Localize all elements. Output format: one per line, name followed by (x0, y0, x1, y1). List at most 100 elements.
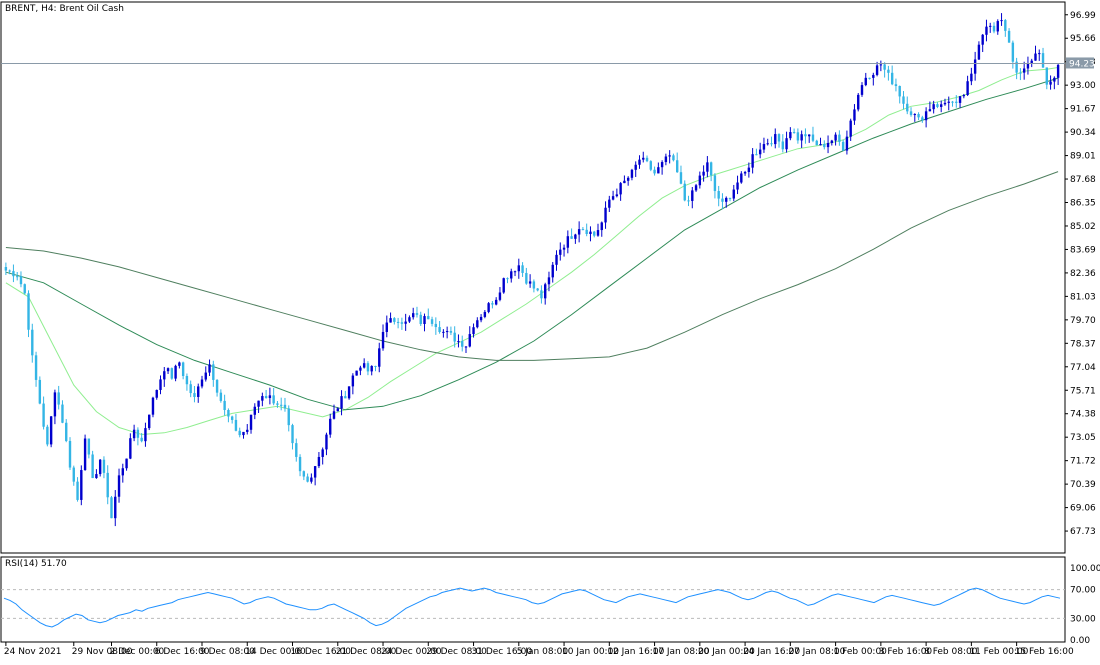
candle-body (340, 396, 343, 409)
candle-body (159, 379, 162, 390)
candle-body (174, 365, 177, 379)
candle-body (215, 379, 219, 393)
candle-body (453, 332, 456, 342)
candle-body (528, 281, 532, 284)
price-tick-label: 75.71 (1070, 386, 1096, 396)
candle-body (129, 438, 132, 459)
candle-body (370, 365, 373, 372)
candle-body (110, 497, 113, 519)
candle-body (604, 207, 607, 223)
candle-body (913, 114, 916, 116)
candle-body (841, 141, 845, 151)
candle-body (838, 134, 841, 142)
candle-body (102, 459, 106, 473)
candle-body (996, 21, 999, 32)
price-tick-label: 69.06 (1070, 504, 1096, 514)
candle-body (985, 26, 988, 35)
candle-body (747, 167, 751, 172)
candle-body (487, 303, 490, 312)
price-tick-label: 93.00 (1070, 81, 1096, 91)
candle-body (804, 134, 807, 137)
candle-body (1015, 61, 1018, 73)
price-tick-label: 70.39 (1070, 480, 1096, 490)
candle-body (513, 271, 517, 273)
candle-body (977, 44, 981, 60)
candle-body (902, 96, 905, 104)
price-tick-label: 89.01 (1070, 152, 1096, 162)
price-tick-label: 67.73 (1070, 527, 1096, 537)
candle-body (53, 392, 57, 417)
candle-body (287, 408, 290, 426)
candle-body (694, 185, 698, 191)
candle-body (136, 429, 140, 438)
candle-body (826, 143, 830, 148)
time-tick-label: 5 Jan 08:00 (517, 647, 569, 657)
candle-body (445, 331, 449, 333)
candle-body (898, 86, 901, 97)
candle-body (834, 134, 837, 141)
candle-body (166, 368, 170, 372)
candle-body (200, 379, 204, 387)
candle-body (219, 392, 223, 401)
candle-body (449, 331, 453, 333)
candle-body (362, 363, 366, 368)
candle-body (785, 138, 788, 150)
candle-body (962, 95, 966, 97)
price-tick-label: 87.68 (1070, 175, 1096, 185)
candle-body (19, 276, 23, 285)
candle-body (894, 84, 898, 87)
price-tick-label: 73.05 (1070, 433, 1096, 443)
candle-body (83, 438, 87, 471)
candle-body (344, 396, 347, 399)
candle-body (498, 292, 502, 300)
candle-body (845, 136, 849, 151)
price-panel (0, 1, 1066, 554)
candle-body (577, 229, 581, 235)
candle-body (393, 318, 396, 322)
candle-body (642, 157, 645, 160)
candle-body (883, 64, 886, 70)
candle-body (1056, 64, 1060, 78)
price-tick-label: 91.67 (1070, 105, 1096, 115)
price-tick-label: 85.02 (1070, 222, 1096, 232)
candle-body (366, 363, 370, 372)
time-tick-label: 3 Feb 16:00 (879, 647, 933, 657)
candle-body (691, 190, 694, 201)
candle-body (461, 341, 464, 347)
candle-body (521, 265, 524, 273)
candle-body (566, 236, 570, 248)
time-tick-label: 1 Feb 00:00 (834, 647, 888, 657)
candle-body (479, 316, 483, 321)
candle-body (264, 396, 268, 399)
candle-body (491, 303, 494, 305)
candle-body (634, 164, 637, 170)
time-tick-label: 15 Feb 16:00 (1015, 647, 1074, 657)
time-tick-label: 27 Jan 08:00 (788, 647, 845, 657)
candle-body (378, 348, 381, 367)
candle-body (547, 277, 551, 285)
candle-body (789, 132, 792, 139)
candle-body (717, 191, 720, 199)
candle-body (246, 429, 249, 432)
candle-body (16, 276, 19, 278)
candle-body (562, 247, 566, 250)
candle-body (351, 375, 355, 387)
candle-body (608, 199, 611, 208)
candle-body (958, 96, 962, 103)
candle-body (702, 171, 705, 176)
candle-body (464, 346, 468, 348)
candle-body (989, 25, 992, 27)
candle-body (709, 162, 713, 176)
candle-body (291, 425, 294, 444)
price-tick-label: 71.72 (1070, 457, 1096, 467)
candle-body (955, 101, 958, 103)
rsi-series-line (3, 587, 1061, 628)
candle-body (973, 59, 977, 74)
price-tick-label: 86.35 (1070, 199, 1096, 209)
candle-body (1000, 20, 1003, 22)
candles (4, 13, 1060, 527)
candle-body (42, 403, 45, 427)
candle-body (721, 198, 724, 202)
candle-body (385, 322, 388, 332)
price-tick-label: 78.37 (1070, 339, 1096, 349)
